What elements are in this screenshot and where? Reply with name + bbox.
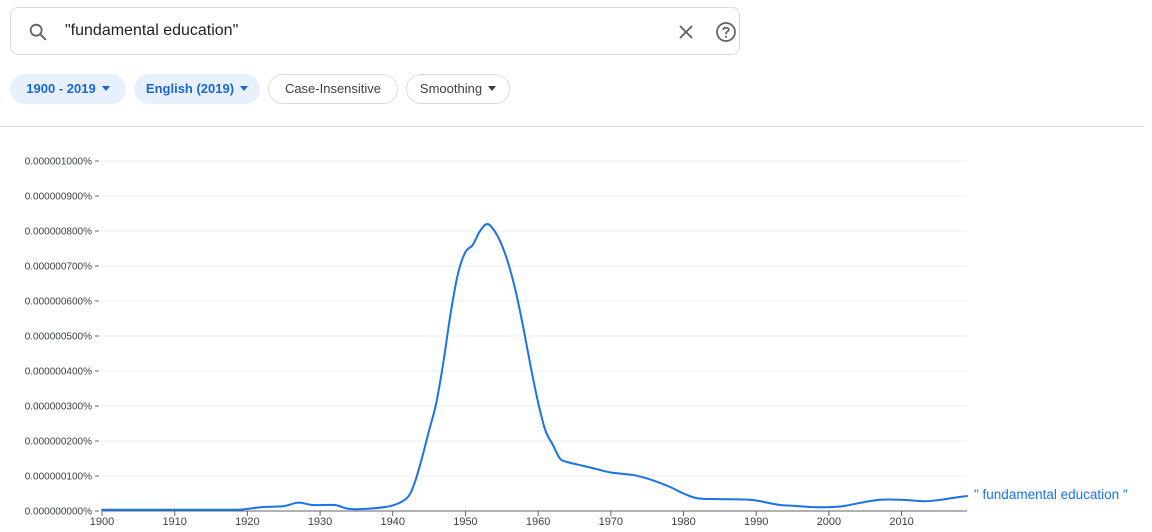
x-tick-label: 1940 — [381, 516, 405, 528]
y-tick-label: 0.000000500% — [25, 332, 92, 343]
x-tick-label: 2000 — [817, 516, 841, 528]
chevron-down-icon — [488, 86, 497, 92]
smoothing-dropdown[interactable]: Smoothing — [406, 74, 510, 104]
y-tick-label: 0.000000700% — [25, 262, 92, 273]
series-line — [101, 223, 968, 511]
search-icon — [29, 23, 47, 41]
close-icon[interactable] — [675, 21, 697, 43]
corpus-dropdown[interactable]: English (2019) — [134, 74, 260, 104]
y-tick-label: 0.000000100% — [25, 472, 92, 483]
help-icon[interactable] — [714, 20, 738, 44]
y-tick-label: 0.000000600% — [25, 297, 92, 308]
ngram-chart: 0.000001000% 0.000000900% 0.000000800% 0.00… — [25, 157, 1128, 529]
series-label: " fundamental education " — [974, 487, 1128, 502]
x-tick-label: 1910 — [162, 516, 186, 528]
search-box[interactable]: "fundamental education" — [10, 7, 740, 55]
x-tick-label: 1980 — [671, 516, 695, 528]
corpus-label: English (2019) — [145, 81, 235, 96]
y-tick-label: 0.000000200% — [25, 437, 92, 448]
x-tick-label: 1920 — [235, 516, 259, 528]
y-tick-label: 0.000000900% — [25, 192, 92, 203]
x-tick-label: 2010 — [889, 516, 913, 528]
y-tick-label: 0.000001000% — [25, 157, 92, 168]
case-insensitive-label: Case-Insensitive — [284, 81, 382, 96]
y-tick-label: 0.000000800% — [25, 227, 92, 238]
y-tick-label: 0.000000000% — [25, 507, 92, 518]
x-tick-label: 1950 — [453, 516, 477, 528]
year-range-dropdown[interactable]: 1900 - 2019 — [10, 74, 126, 104]
y-tick-label: 0.000000400% — [25, 367, 92, 378]
divider — [0, 126, 1145, 127]
case-insensitive-toggle[interactable]: Case-Insensitive — [268, 74, 398, 104]
search-input[interactable]: "fundamental education" — [65, 22, 239, 39]
x-tick-label: 1960 — [526, 516, 550, 528]
x-tick-label: 1990 — [744, 516, 768, 528]
chevron-down-icon — [240, 86, 249, 92]
x-tick-label: 1900 — [90, 516, 114, 528]
y-tick-label: 0.000000300% — [25, 402, 92, 413]
chevron-down-icon — [101, 86, 110, 92]
x-tick-label: 1930 — [308, 516, 332, 528]
x-tick-label: 1970 — [599, 516, 623, 528]
year-range-label: 1900 - 2019 — [26, 81, 96, 96]
smoothing-label: Smoothing — [419, 81, 483, 96]
